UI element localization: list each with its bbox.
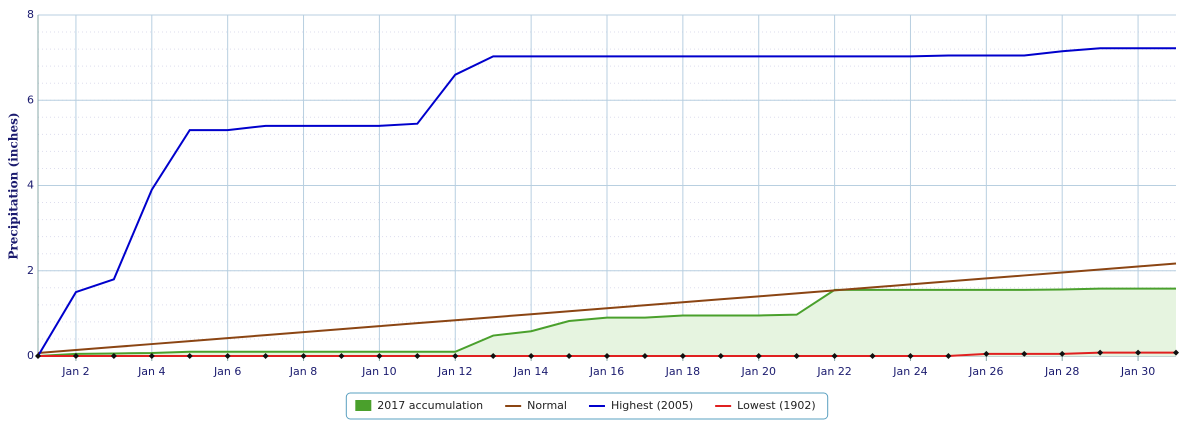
y-tick-label: 0: [27, 349, 34, 362]
point-marker: [148, 353, 155, 359]
point-marker: [262, 353, 269, 359]
point-marker: [566, 353, 573, 359]
point-marker: [869, 353, 876, 359]
series-line: [37, 287, 1176, 357]
point-marker: [72, 353, 79, 359]
point-marker: [1097, 349, 1104, 356]
y-tick-label: 2: [27, 264, 34, 277]
series-line: [37, 47, 1176, 357]
x-tick-label: Jan 8: [289, 365, 317, 378]
x-tick-label: Jan 30: [1120, 365, 1155, 378]
series-line: [37, 262, 1177, 355]
x-tick-label: Jan 24: [892, 365, 927, 378]
x-tick-label: Jan 28: [1044, 365, 1079, 378]
x-tick-label: Jan 2: [61, 365, 89, 378]
x-tick-label: Jan 10: [361, 365, 396, 378]
point-marker: [376, 353, 383, 359]
legend-box: [345, 392, 829, 420]
x-tick-label: Jan 18: [665, 365, 700, 378]
x-tick-label: Jan 26: [968, 365, 1003, 378]
point-marker: [35, 353, 41, 359]
point-marker: [110, 353, 117, 359]
point-marker: [224, 353, 231, 359]
x-tick-label: Jan 20: [741, 365, 776, 378]
point-marker: [641, 353, 648, 359]
point-marker: [604, 353, 610, 359]
x-tick-label: Jan 12: [437, 365, 472, 378]
point-marker: [1059, 350, 1066, 357]
x-tick-label: Jan 16: [589, 365, 624, 378]
y-axis-label: Precipitation (inches): [7, 112, 21, 259]
point-marker: [490, 353, 497, 359]
legend-label: Lowest (1902): [737, 399, 816, 412]
y-tick-label: 8: [27, 8, 34, 21]
point-marker: [414, 353, 421, 359]
point-marker: [186, 353, 193, 359]
point-marker: [338, 353, 345, 359]
point-marker: [831, 353, 838, 359]
point-marker: [1173, 349, 1179, 356]
legend: 2017 accumulation Normal Highest (2005) Low…: [345, 392, 829, 420]
x-tick-label: Jan 6: [213, 365, 241, 378]
point-marker: [945, 353, 952, 359]
x-tick-label: Jan 22: [816, 365, 851, 378]
legend-label: Highest (2005): [611, 399, 693, 412]
point-marker: [679, 353, 686, 359]
point-marker: [300, 353, 307, 359]
point-marker: [528, 353, 535, 359]
legend-swatch: [355, 400, 372, 411]
point-marker: [755, 353, 762, 359]
y-tick-label: 4: [27, 179, 34, 192]
point-marker: [1135, 349, 1142, 356]
point-marker: [717, 353, 724, 359]
y-tick-label: 6: [27, 93, 34, 106]
x-tick-label: Jan 4: [137, 365, 165, 378]
x-tick-label: Jan 14: [513, 365, 548, 378]
legend-label: Normal: [527, 399, 567, 412]
legend-label: 2017 accumulation: [377, 399, 483, 412]
point-marker: [452, 353, 459, 359]
area: [38, 288, 1176, 356]
point-marker: [793, 353, 800, 359]
point-marker: [1021, 350, 1028, 357]
point-marker: [907, 353, 914, 359]
point-marker: [983, 350, 990, 357]
